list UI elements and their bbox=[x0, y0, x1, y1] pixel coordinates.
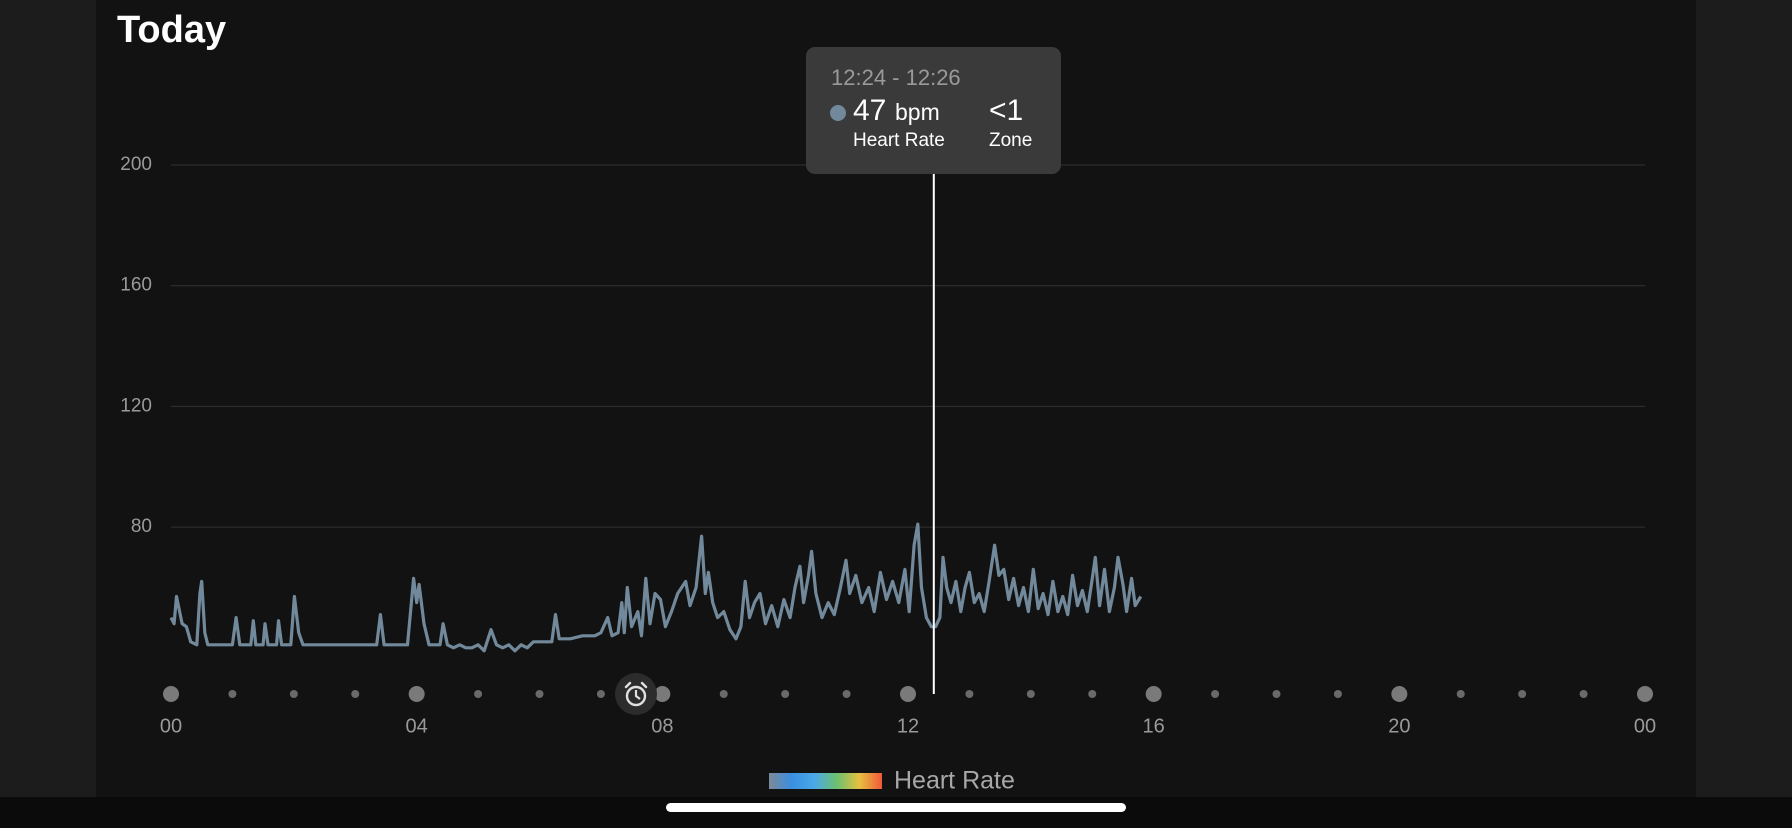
x-tick-label: 04 bbox=[406, 715, 428, 737]
x-minor-tick bbox=[965, 690, 974, 698]
tooltip-value: 47 bbox=[853, 94, 886, 127]
x-minor-tick bbox=[474, 690, 483, 698]
x-minor-tick bbox=[1272, 690, 1281, 698]
home-indicator bbox=[666, 803, 1126, 812]
x-minor-tick bbox=[719, 690, 728, 698]
x-tick-label: 08 bbox=[651, 715, 673, 737]
legend-swatch bbox=[769, 773, 882, 789]
x-tick bbox=[1637, 686, 1653, 702]
x-tick-label: 12 bbox=[897, 715, 919, 737]
alarm-hands bbox=[634, 690, 641, 700]
x-tick-label: 00 bbox=[1634, 715, 1656, 737]
x-tick bbox=[163, 686, 179, 702]
tooltip-unit: bpm bbox=[895, 99, 940, 125]
x-tick-label: 20 bbox=[1388, 715, 1410, 737]
x-minor-tick bbox=[1211, 690, 1220, 698]
y-tick-label: 160 bbox=[120, 275, 152, 296]
alarm-face bbox=[625, 685, 647, 707]
x-minor-tick bbox=[351, 690, 360, 698]
tooltip-zone: <1 bbox=[989, 94, 1023, 127]
x-minor-tick bbox=[842, 690, 851, 698]
tooltip: 12:24 - 12:26 47 bpm Heart Rate <1 Zone bbox=[806, 47, 1061, 174]
x-minor-tick bbox=[781, 690, 790, 698]
x-tick bbox=[1145, 686, 1162, 702]
x-minor-tick bbox=[228, 690, 237, 698]
x-minor-tick bbox=[289, 690, 298, 698]
x-minor-tick bbox=[1579, 690, 1588, 698]
bottom-band bbox=[0, 797, 1792, 828]
tooltip-value-label: Heart Rate bbox=[853, 130, 945, 151]
plot: 80 120 160 200 00 04 08 12 16 20 00 bbox=[120, 154, 1656, 737]
tooltip-dot bbox=[830, 105, 846, 121]
x-minor-tick bbox=[1088, 690, 1097, 698]
x-tick bbox=[654, 686, 671, 702]
y-tick-label: 80 bbox=[131, 516, 152, 537]
x-minor-tick bbox=[535, 690, 544, 698]
legend-label: Heart Rate bbox=[894, 767, 1015, 795]
x-minor-tick bbox=[1456, 690, 1465, 698]
tooltip-box bbox=[806, 47, 1061, 174]
y-tick-label: 120 bbox=[120, 395, 152, 416]
tooltip-time: 12:24 - 12:26 bbox=[831, 65, 961, 90]
x-minor-tick bbox=[596, 690, 605, 698]
x-tick bbox=[900, 686, 916, 702]
page-title: Today bbox=[117, 9, 226, 51]
x-tick bbox=[1391, 686, 1408, 702]
x-tick-label: 00 bbox=[160, 715, 182, 737]
x-minor-tick bbox=[1333, 690, 1342, 698]
y-tick-label: 200 bbox=[120, 154, 152, 175]
x-minor-tick bbox=[1518, 690, 1527, 698]
x-tick-label: 16 bbox=[1143, 715, 1165, 737]
line bbox=[169, 522, 1143, 653]
tooltip-zone-label: Zone bbox=[989, 130, 1032, 151]
alarm-icon bbox=[615, 673, 657, 715]
x-minor-tick bbox=[1026, 690, 1035, 698]
x-tick bbox=[408, 686, 425, 702]
alarm-bells bbox=[624, 681, 648, 689]
